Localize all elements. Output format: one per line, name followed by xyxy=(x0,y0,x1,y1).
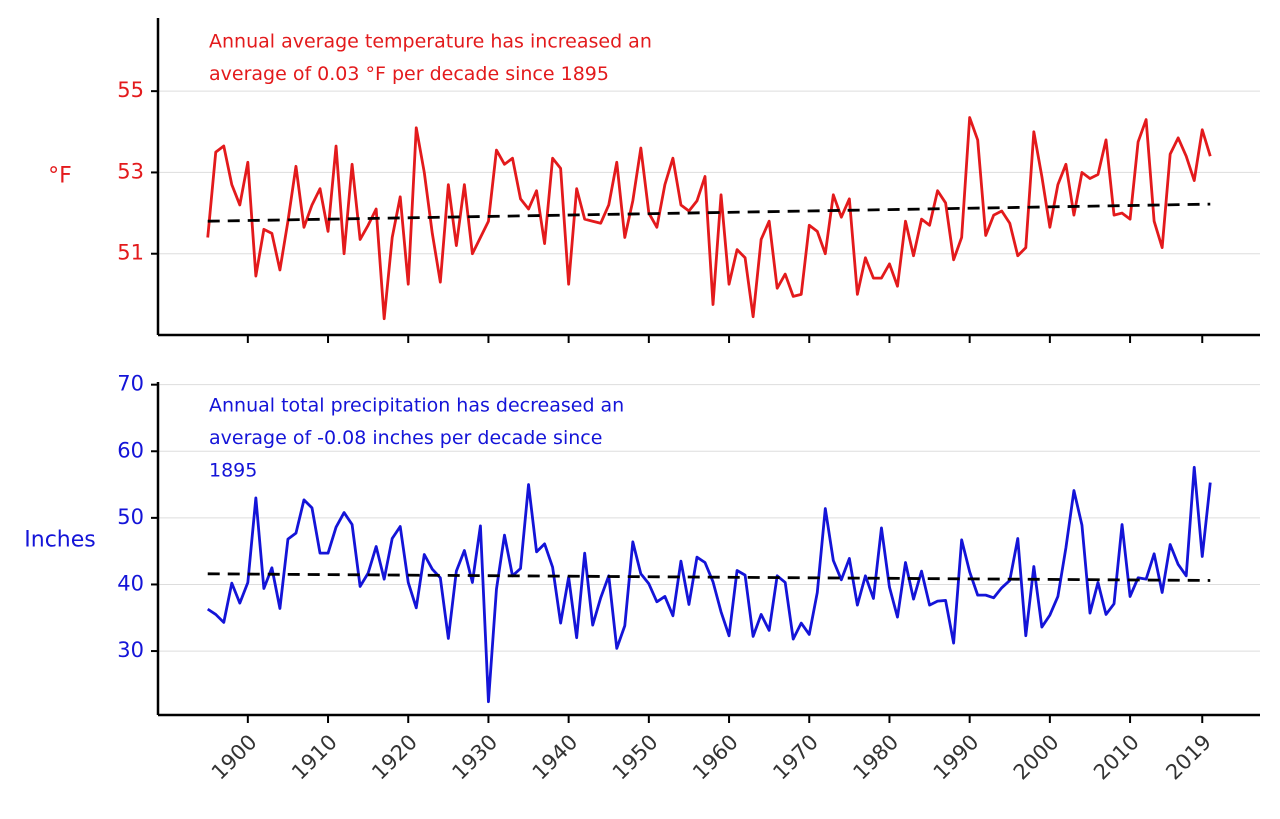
annotation: Annual total precipitation has decreased… xyxy=(209,395,624,417)
annotation: average of 0.03 °F per decade since 1895 xyxy=(209,63,609,85)
y-tick-label: 50 xyxy=(117,505,144,529)
y-tick-label: 55 xyxy=(117,78,144,102)
trend-line xyxy=(207,202,1211,223)
x-tick-label: 1970 xyxy=(768,730,823,785)
x-tick-label: 1920 xyxy=(367,730,422,785)
y-axis-label: Inches xyxy=(24,528,95,553)
x-tick-label: 1990 xyxy=(929,730,984,785)
data-line xyxy=(206,116,1212,321)
trend-line xyxy=(207,572,1211,582)
x-tick-label: 1950 xyxy=(608,730,663,785)
y-tick-label: 53 xyxy=(117,159,144,183)
y-tick-label: 40 xyxy=(117,571,144,595)
x-tick-label: 2010 xyxy=(1089,730,1144,785)
x-tick-label: 1960 xyxy=(688,730,743,785)
x-tick-label: 2000 xyxy=(1009,730,1064,785)
y-axis-label: °F xyxy=(48,164,72,189)
annotation: Annual average temperature has increased… xyxy=(209,31,652,53)
x-tick-label: 1900 xyxy=(207,730,262,785)
annotation: 1895 xyxy=(209,460,257,482)
x-tick-label: 1910 xyxy=(287,730,342,785)
x-tick-label: 1930 xyxy=(447,730,502,785)
y-tick-label: 70 xyxy=(117,372,144,396)
data-line xyxy=(206,465,1212,704)
y-tick-label: 60 xyxy=(117,438,144,462)
x-tick-label: 1940 xyxy=(528,730,583,785)
annotation: average of -0.08 inches per decade since xyxy=(209,427,602,449)
x-tick-label: 1980 xyxy=(848,730,903,785)
x-tick-label: 2019 xyxy=(1161,730,1216,785)
y-tick-label: 51 xyxy=(117,241,144,265)
y-tick-label: 30 xyxy=(117,638,144,662)
